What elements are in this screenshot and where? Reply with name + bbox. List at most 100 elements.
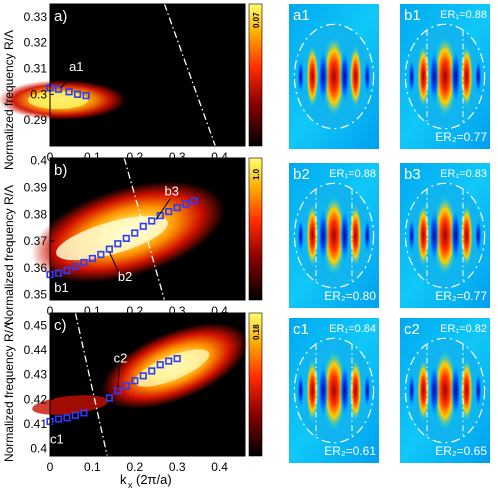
y-tick-label: 0.39 [24,180,48,194]
plot-frame [49,312,246,457]
extinction-ratio-2: ER₂=0.77 [435,289,487,303]
plot-frame [49,157,246,301]
field-lobe [450,47,462,106]
field-lobe [306,358,319,423]
rod-outline [293,337,375,444]
mode-annotation: b3 [164,184,178,199]
field-lobe [317,206,329,265]
mode-marker [80,258,88,267]
mode-marker [148,217,156,225]
field-lobe [363,57,371,96]
extinction-ratio-1: ER₁=0.88 [329,168,376,180]
mode-annotation: c1 [50,432,64,447]
mode-profile-label: a1 [293,7,310,24]
extinction-ratio-2: ER₂=0.65 [435,444,487,458]
annotation-leader [155,198,171,220]
field-lobe [349,358,362,423]
field-lobe [460,44,473,109]
y-tick-label: 0.31 [24,62,48,76]
field-lobe [363,371,371,410]
colorbar-max-label: 1.0 [252,168,261,180]
field-lobe [460,203,473,268]
x-tick-label: 0 [47,304,54,318]
field-lobe [417,203,430,268]
y-tick-label: 0.35 [24,288,48,302]
y-tick-label: 0.42 [24,392,48,406]
colorbar-max-label: 0.07 [252,12,261,28]
rod-outline [404,23,486,130]
mode-profile-b2: b2 ER₁=0.88 ER₂=0.80 [289,163,379,308]
field-lobe [297,216,305,255]
y-tick-label: 0.43 [24,368,48,382]
mode-marker [182,200,190,208]
field-lobe [433,194,457,277]
band-hotspot-core [28,91,88,109]
rod-outline [404,337,486,444]
mode-marker [71,411,80,419]
y-tick-label: 0.29 [24,113,48,127]
x-tick-label: 0.3 [169,460,186,474]
field-lobe [460,358,473,423]
mode-annotation: b1 [54,280,68,295]
field-lobe [450,361,462,420]
y-tick-label: 0.4 [30,154,47,168]
field-lobe [428,361,440,420]
extinction-ratio-1: ER₁=0.88 [440,9,487,21]
y-tick-label: 0.41 [24,417,48,431]
y-axis-label: Normalized frequency R/Λ [2,322,16,462]
mode-marker [65,88,73,96]
mode-marker [165,357,173,365]
colorbar-max-label: 0.18 [252,324,261,340]
field-lobe [322,35,346,118]
panel-label: a) [54,8,67,25]
field-lobe [306,203,319,268]
panel-label: b) [54,162,67,179]
y-tick-label: 0.37 [24,234,48,248]
y-tick-label: 0.45 [24,318,48,332]
mode-marker [88,254,96,263]
y-tick-label: 0.38 [24,207,48,221]
mode-marker [131,377,139,385]
mode-marker [190,197,198,205]
mode-profile-label: b2 [293,166,310,183]
extinction-ratio-1: ER₁=0.84 [329,323,376,335]
field-lobe [408,57,416,96]
field-lobe [433,349,457,432]
mode-marker [80,409,88,417]
light-line [163,3,216,147]
colorbar [248,157,263,301]
field-lobe [363,216,371,255]
mode-marker [122,234,130,242]
rod-outline [293,182,375,289]
mode-marker [148,367,156,375]
annotation-leader [117,365,121,389]
mode-profile-label: c2 [404,321,420,338]
y-axis-label: Normalized frequency R/Λ [2,30,16,170]
field-lobe [339,47,351,106]
mode-profile-label: c1 [293,321,309,338]
mode-marker [97,250,105,259]
mode-annotation: b2 [118,269,132,284]
mode-marker [54,415,63,423]
field-lobe [408,216,416,255]
y-tick-label: 0.3 [30,87,47,101]
field-lobe [349,203,362,268]
mode-marker [73,90,82,98]
mode-marker [105,394,113,402]
field-lobe [322,349,346,432]
mode-marker [131,229,139,237]
x-tick-label: 0.1 [84,460,101,474]
mode-profile-c2: c2 ER₁=0.82 ER₂=0.65 [400,318,490,463]
mode-marker [63,414,71,422]
mode-marker [63,266,71,275]
mode-marker [122,382,130,390]
x-tick-label: 0 [47,460,54,474]
rod-outline [404,182,486,289]
x-axis-label-main: k [120,472,127,487]
mode-marker [173,355,181,363]
field-lobe [428,47,440,106]
y-tick-label: 0.36 [24,261,48,275]
mode-annotation: c2 [114,350,128,365]
field-lobe [474,216,482,255]
